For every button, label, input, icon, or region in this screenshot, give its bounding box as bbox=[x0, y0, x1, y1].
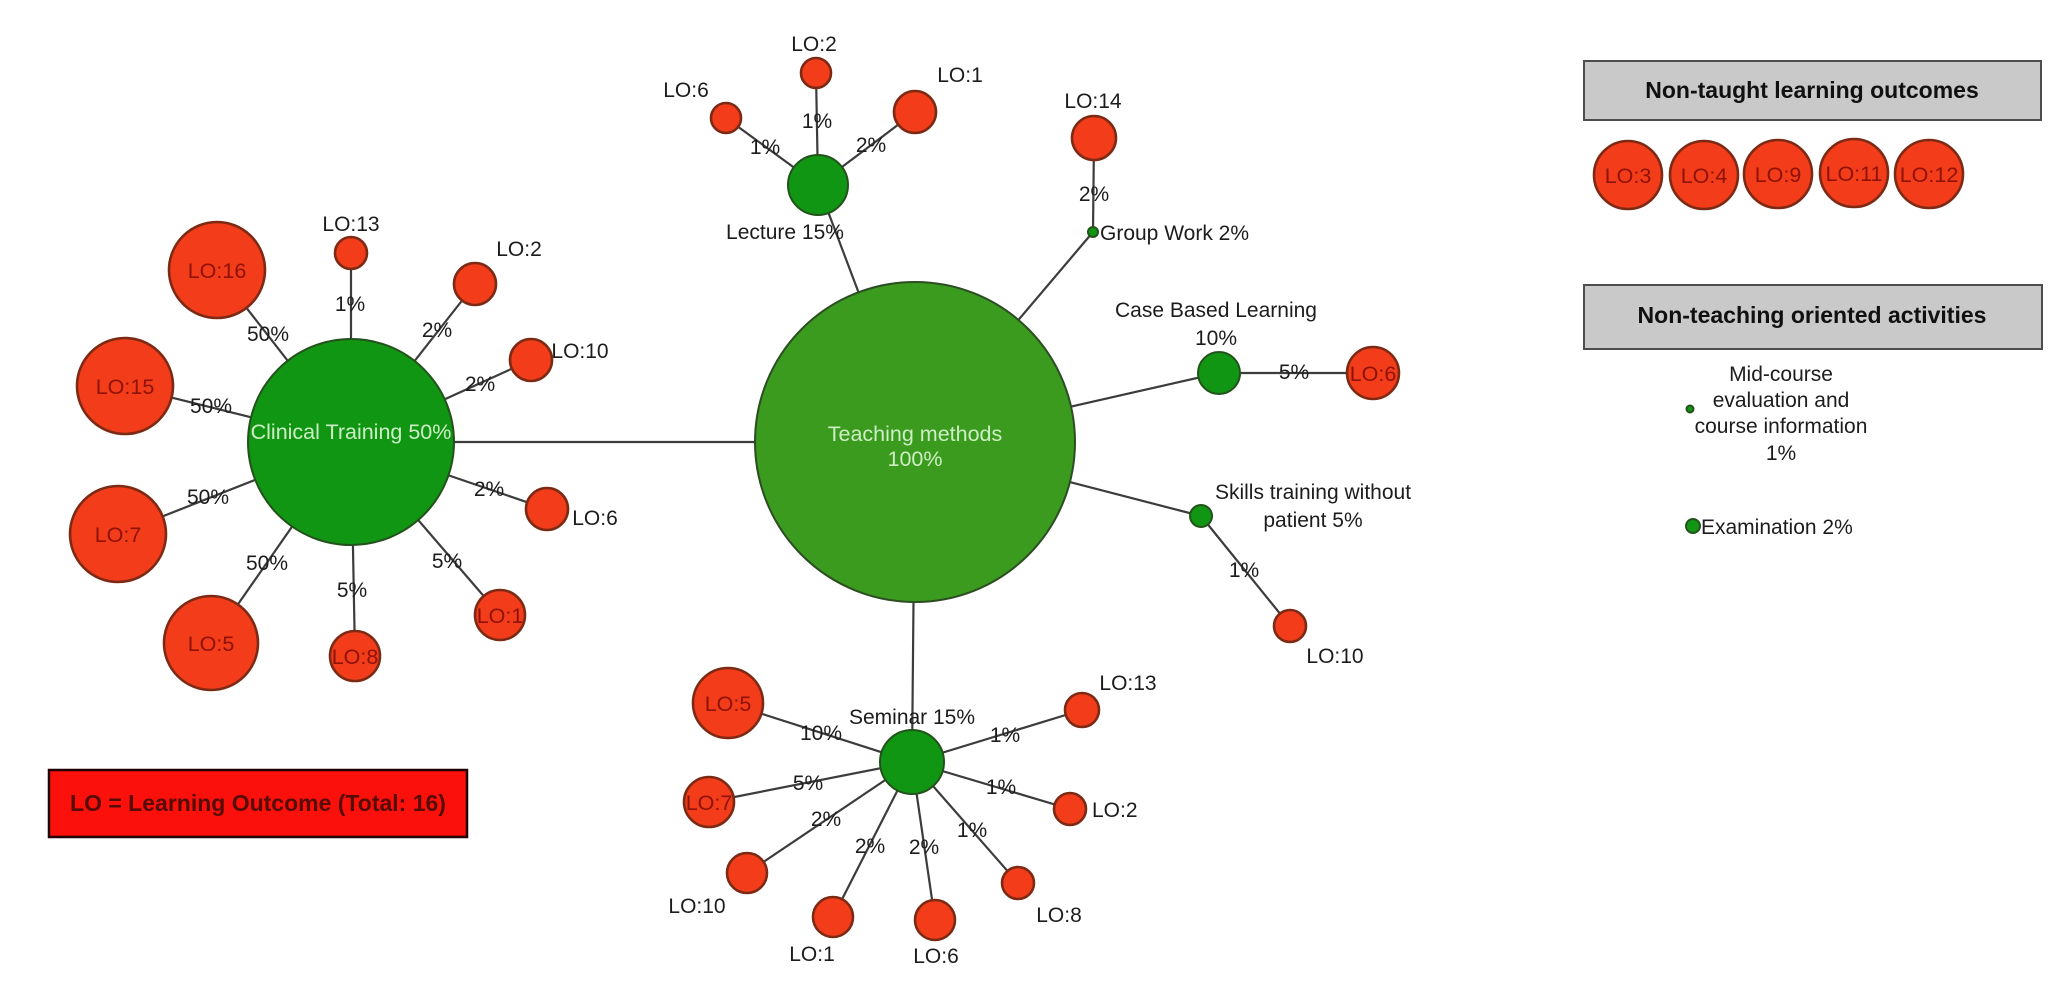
svg-text:LO:6: LO:6 bbox=[663, 79, 709, 102]
svg-text:50%: 50% bbox=[246, 552, 288, 575]
svg-text:1%: 1% bbox=[1229, 559, 1259, 582]
svg-text:50%: 50% bbox=[187, 486, 229, 509]
svg-text:LO:2: LO:2 bbox=[496, 238, 542, 261]
svg-text:1%: 1% bbox=[1766, 442, 1796, 465]
svg-text:course information: course information bbox=[1695, 415, 1868, 438]
svg-text:LO:7: LO:7 bbox=[95, 523, 142, 547]
svg-text:LO:4: LO:4 bbox=[1681, 164, 1728, 188]
svg-text:LO:1: LO:1 bbox=[477, 604, 524, 628]
svg-text:LO:10: LO:10 bbox=[551, 340, 608, 363]
svg-text:LO:2: LO:2 bbox=[1092, 799, 1138, 822]
svg-text:LO:12: LO:12 bbox=[1900, 163, 1959, 187]
svg-text:2%: 2% bbox=[422, 319, 452, 342]
svg-text:LO = Learning Outcome (Total:: LO = Learning Outcome (Total: 16) bbox=[70, 790, 446, 816]
svg-text:2%: 2% bbox=[1079, 183, 1109, 206]
svg-text:2%: 2% bbox=[855, 835, 885, 858]
svg-text:5%: 5% bbox=[432, 550, 462, 573]
svg-text:LO:8: LO:8 bbox=[332, 645, 379, 669]
svg-text:LO:15: LO:15 bbox=[96, 375, 155, 399]
svg-text:2%: 2% bbox=[474, 478, 504, 501]
svg-text:LO:6: LO:6 bbox=[913, 945, 959, 968]
svg-text:Lecture 15%: Lecture 15% bbox=[726, 221, 844, 244]
svg-text:LO:8: LO:8 bbox=[1036, 904, 1082, 927]
svg-text:1%: 1% bbox=[802, 110, 832, 133]
svg-text:LO:10: LO:10 bbox=[668, 895, 725, 918]
svg-text:Mid-course: Mid-course bbox=[1729, 363, 1833, 386]
svg-text:Skills training without: Skills training without bbox=[1215, 481, 1411, 504]
svg-text:1%: 1% bbox=[957, 819, 987, 842]
svg-text:10%: 10% bbox=[1195, 327, 1237, 350]
svg-text:Non-teaching oriented activiti: Non-teaching oriented activities bbox=[1638, 302, 1987, 328]
svg-text:LO:3: LO:3 bbox=[1605, 164, 1652, 188]
svg-text:100%: 100% bbox=[888, 447, 943, 471]
svg-text:LO:9: LO:9 bbox=[1755, 163, 1802, 187]
svg-text:LO:6: LO:6 bbox=[572, 507, 618, 530]
svg-text:LO:13: LO:13 bbox=[1099, 672, 1156, 695]
svg-text:LO:1: LO:1 bbox=[789, 943, 835, 966]
svg-text:5%: 5% bbox=[793, 772, 823, 795]
svg-text:Seminar 15%: Seminar 15% bbox=[849, 706, 975, 729]
svg-text:50%: 50% bbox=[190, 395, 232, 418]
svg-text:50%: 50% bbox=[247, 323, 289, 346]
svg-text:LO:14: LO:14 bbox=[1064, 90, 1122, 113]
svg-text:Clinical Training 50%: Clinical Training 50% bbox=[251, 420, 452, 444]
svg-text:Case Based Learning: Case Based Learning bbox=[1115, 299, 1317, 322]
svg-text:2%: 2% bbox=[909, 836, 939, 859]
svg-text:LO:10: LO:10 bbox=[1306, 645, 1363, 668]
svg-text:1%: 1% bbox=[990, 724, 1020, 747]
svg-text:1%: 1% bbox=[986, 776, 1016, 799]
svg-text:Examination 2%: Examination 2% bbox=[1701, 516, 1853, 539]
svg-text:5%: 5% bbox=[1279, 361, 1309, 384]
svg-text:LO:5: LO:5 bbox=[705, 692, 752, 716]
svg-text:LO:6: LO:6 bbox=[1350, 362, 1397, 386]
svg-text:2%: 2% bbox=[856, 134, 886, 157]
svg-text:LO:2: LO:2 bbox=[791, 33, 837, 56]
svg-text:1%: 1% bbox=[750, 136, 780, 159]
svg-text:LO:13: LO:13 bbox=[322, 213, 379, 236]
svg-text:LO:7: LO:7 bbox=[686, 791, 733, 815]
svg-text:5%: 5% bbox=[337, 579, 367, 602]
svg-text:2%: 2% bbox=[465, 373, 495, 396]
svg-text:Teaching methods: Teaching methods bbox=[828, 422, 1003, 446]
svg-text:patient 5%: patient 5% bbox=[1263, 509, 1362, 532]
svg-text:1%: 1% bbox=[335, 293, 365, 316]
svg-text:Group Work 2%: Group Work 2% bbox=[1100, 222, 1249, 245]
svg-text:LO:1: LO:1 bbox=[937, 64, 983, 87]
svg-text:LO:11: LO:11 bbox=[1826, 162, 1883, 186]
svg-text:LO:16: LO:16 bbox=[188, 259, 247, 283]
svg-text:2%: 2% bbox=[811, 808, 841, 831]
svg-text:10%: 10% bbox=[800, 722, 842, 745]
svg-text:evaluation and: evaluation and bbox=[1713, 389, 1850, 412]
svg-text:Non-taught learning outcomes: Non-taught learning outcomes bbox=[1645, 77, 1979, 103]
svg-text:LO:5: LO:5 bbox=[188, 632, 235, 656]
